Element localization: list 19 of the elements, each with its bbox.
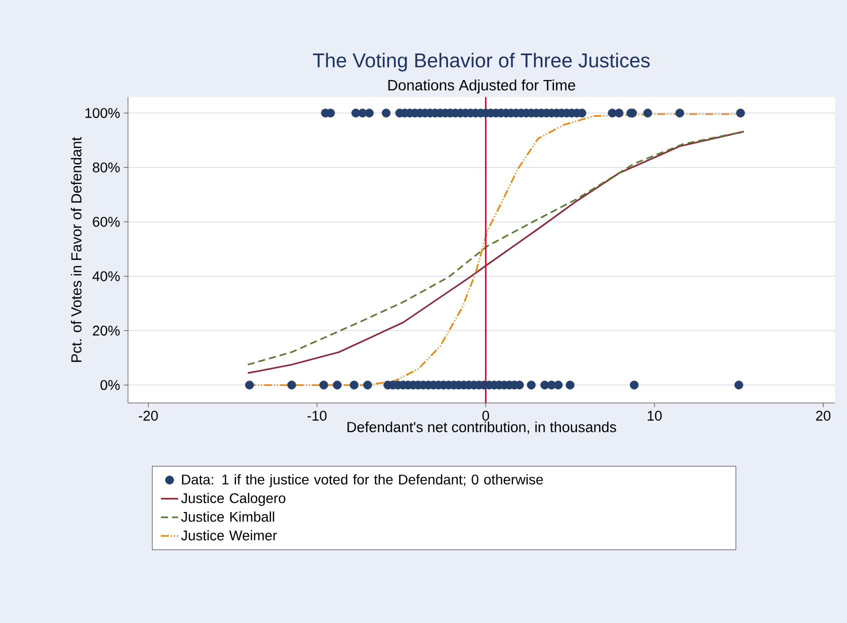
- x-tick-label: 10: [648, 410, 662, 421]
- legend-label: Data: 1 if the justice voted for the Defendant; 0 otherwise: [182, 474, 543, 488]
- legend-label: Justice Calogero: [181, 492, 286, 506]
- y-tick-label: 40%: [92, 271, 120, 282]
- y-tick-label: 20%: [92, 326, 120, 336]
- y-tick-label: 60%: [92, 216, 120, 227]
- legend-label: Justice Weimer: [181, 530, 277, 540]
- chart-subtitle: Donations Adjusted for Time: [388, 79, 576, 94]
- x-tick-label: -10: [307, 410, 327, 421]
- x-axis-title: Defendant's net contribution, in thousands: [347, 422, 616, 434]
- x-tick-label: -20: [138, 410, 158, 421]
- chart-title: The Voting Behavior of Three Justices: [312, 52, 650, 72]
- x-tick-label: 20: [816, 410, 830, 421]
- y-tick-label: 100%: [85, 108, 120, 118]
- y-axis-title: Pct. of Votes in Favor of Defendant: [70, 137, 82, 362]
- legend-label: Justice Kimball: [181, 512, 274, 522]
- x-tick-label: 0: [482, 410, 490, 421]
- y-tick-label: 80%: [92, 162, 120, 172]
- y-tick-label: 0%: [100, 380, 120, 390]
